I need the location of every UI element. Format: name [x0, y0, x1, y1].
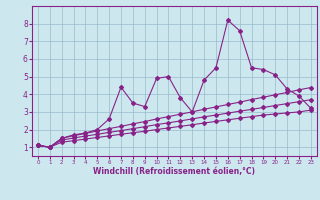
X-axis label: Windchill (Refroidissement éolien,°C): Windchill (Refroidissement éolien,°C) [93, 167, 255, 176]
